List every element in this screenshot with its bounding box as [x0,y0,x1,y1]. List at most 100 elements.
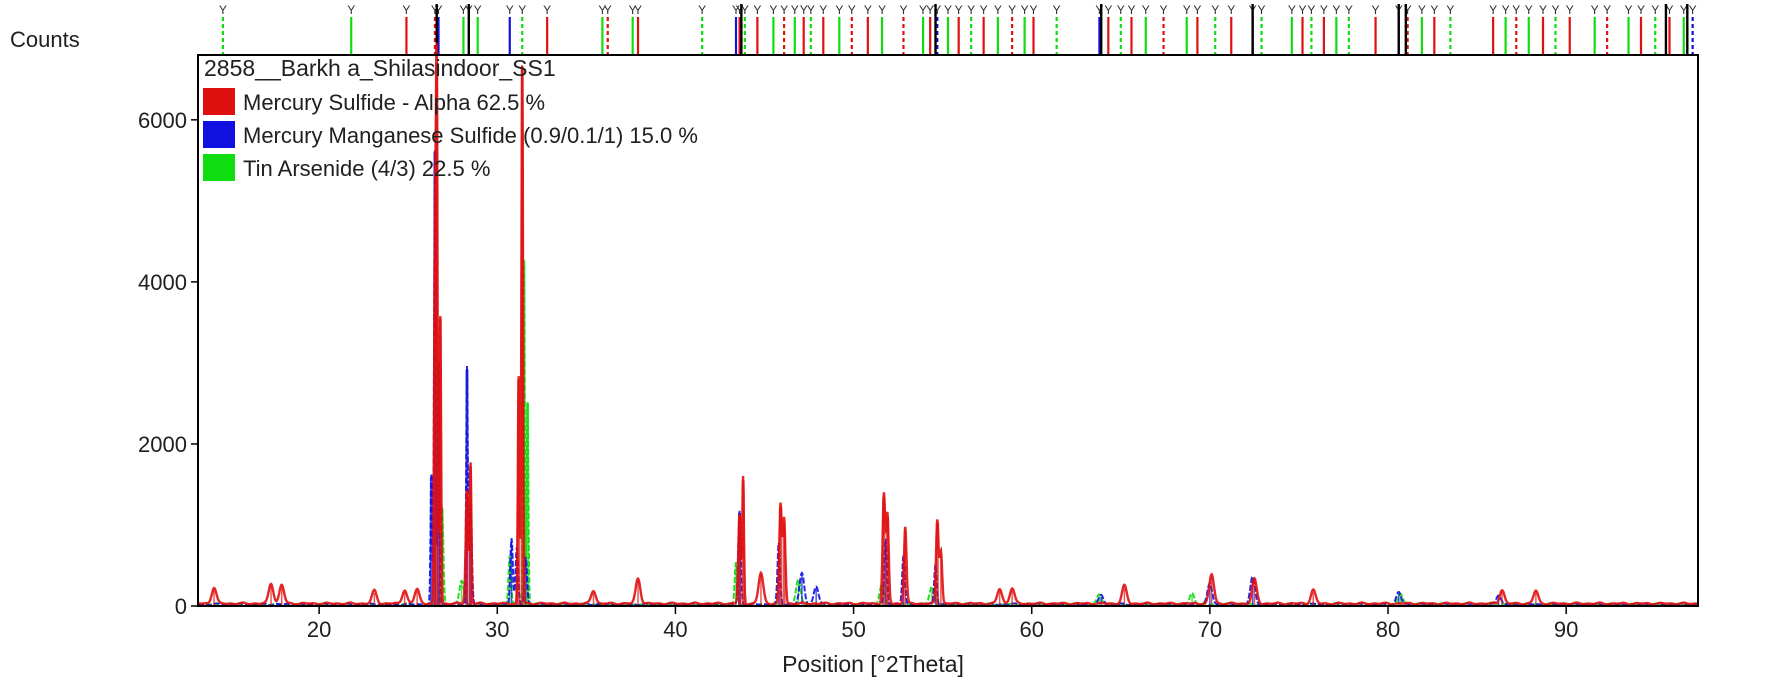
reference-marker-label: Y [1183,3,1191,17]
y-tick-label: 0 [175,594,187,619]
reference-marker-label: Y [1332,3,1340,17]
legend-entry: Mercury Sulfide - Alpha 62.5 % [243,90,545,115]
x-tick-label: 60 [1019,617,1043,642]
reference-marker-label: Y [848,3,856,17]
legend: 2858__Barkh a_Shilasindoor_SS1 Mercury S… [203,55,698,181]
reference-marker-label: Y [769,3,777,17]
reference-marker-label: Y [955,3,963,17]
reference-marker-label: Y [518,3,526,17]
pattern-series [197,42,1698,607]
reference-marker-label: Y [1127,3,1135,17]
reference-marker-label: Y [1030,3,1038,17]
reference-marker-label: Y [1525,3,1533,17]
reference-marker-label: Y [1095,3,1103,17]
reference-marker-label: Y [506,3,514,17]
reference-marker-label: Y [994,3,1002,17]
reference-marker-label: Y [1021,3,1029,17]
reference-marker-label: Y [878,3,886,17]
reference-marker-label: Y [634,3,642,17]
reference-marker-label: Y [926,3,934,17]
reference-marker-label: Y [933,3,941,17]
reference-marker-label: Y [219,3,227,17]
x-tick-label: 50 [841,617,865,642]
reference-marker-label: Y [1142,3,1150,17]
reference-marker-label: Y [1489,3,1497,17]
reference-marker-label: Y [598,3,606,17]
reference-marker-label: Y [753,3,761,17]
legend-entry: Tin Arsenide (4/3) 22.5 % [243,156,490,181]
reference-marker-label: Y [1430,3,1438,17]
reference-marker-label: Y [980,3,988,17]
axes: 0 2000 4000 6000 20 30 40 50 60 70 80 90 [138,108,1578,642]
x-axis-label: Position [°2Theta] [782,651,964,677]
reference-marker-label: Y [1258,3,1266,17]
reference-marker-label: Y [604,3,612,17]
y-tick-label: 6000 [138,108,187,133]
reference-marker-label: Y [698,3,706,17]
series-line [197,150,1698,607]
reference-marker-label: Y [629,3,637,17]
x-tick-label: 90 [1554,617,1578,642]
reference-marker-label: Y [1566,3,1574,17]
reference-marker-label: Y [1160,3,1168,17]
reference-marker-label: Y [1680,3,1688,17]
reference-marker-label: Y [1372,3,1380,17]
reference-marker-label: Y [1227,3,1235,17]
reference-marker-label: Y [835,3,843,17]
reference-marker-label: Y [1591,3,1599,17]
y-tick-label: 4000 [138,270,187,295]
reference-marker-label: Y [800,3,808,17]
reference-marker-strip: Y Y Y YY Y Y Y Y Y YY YY Y YYY Y Y Y Y Y Y Y Y Y Y Y Y Y Y Y Y Y Y Y Y Y Y… [219,3,1697,55]
reference-marker-label: Y [1404,3,1412,17]
y-tick-label: 2000 [138,432,187,457]
reference-marker-label: Y [1418,3,1426,17]
y-axis-label: Counts [10,27,80,52]
reference-marker-label: Y [1008,3,1016,17]
legend-swatch [203,121,235,148]
reference-marker-label: Y [1551,3,1559,17]
reference-marker-label: Y [543,3,551,17]
reference-marker-label: Y [1651,3,1659,17]
reference-marker-label: Y [1211,3,1219,17]
x-tick-label: 40 [663,617,687,642]
reference-marker-label: Y [1665,3,1673,17]
reference-marker-label: Y [1345,3,1353,17]
reference-marker-label: Y [732,3,740,17]
reference-marker-label: Y [1193,3,1201,17]
reference-marker-label: Y [736,3,744,17]
reference-marker-label: Y [402,3,410,17]
reference-marker-label: Y [1299,3,1307,17]
reference-marker-label: Y [944,3,952,17]
reference-marker-label: Y [434,3,442,17]
x-tick-label: 70 [1198,617,1222,642]
x-tick-label: 20 [307,617,331,642]
reference-marker-label: Y [807,3,815,17]
reference-marker-label: Y [1053,3,1061,17]
x-tick-label: 30 [485,617,509,642]
legend-swatch [203,88,235,115]
reference-marker-label: Y [1512,3,1520,17]
reference-marker-label: Y [1288,3,1296,17]
reference-marker-label: Y [1637,3,1645,17]
reference-marker-label: Y [431,3,439,17]
chart-title: 2858__Barkh a_Shilasindoor_SS1 [204,55,556,81]
reference-marker-label: Y [1104,3,1112,17]
reference-marker-label: Y [819,3,827,17]
reference-marker-label: Y [347,3,355,17]
reference-marker-label: Y [1603,3,1611,17]
reference-marker-label: Y [1689,3,1697,17]
reference-marker-label: Y [459,3,467,17]
reference-marker-label: Y [780,3,788,17]
reference-marker-label: Y [1502,3,1510,17]
series-line [197,42,1698,606]
reference-marker-label: Y [1625,3,1633,17]
reference-marker-label: Y [1117,3,1125,17]
reference-marker-label: Y [1446,3,1454,17]
legend-entry: Mercury Manganese Sulfide (0.9/0.1/1) 15… [243,123,698,148]
reference-marker-label: Y [1539,3,1547,17]
reference-marker-label: Y [741,3,749,17]
reference-marker-label: Y [919,3,927,17]
reference-marker-label: Y [1320,3,1328,17]
reference-marker-label: Y [791,3,799,17]
